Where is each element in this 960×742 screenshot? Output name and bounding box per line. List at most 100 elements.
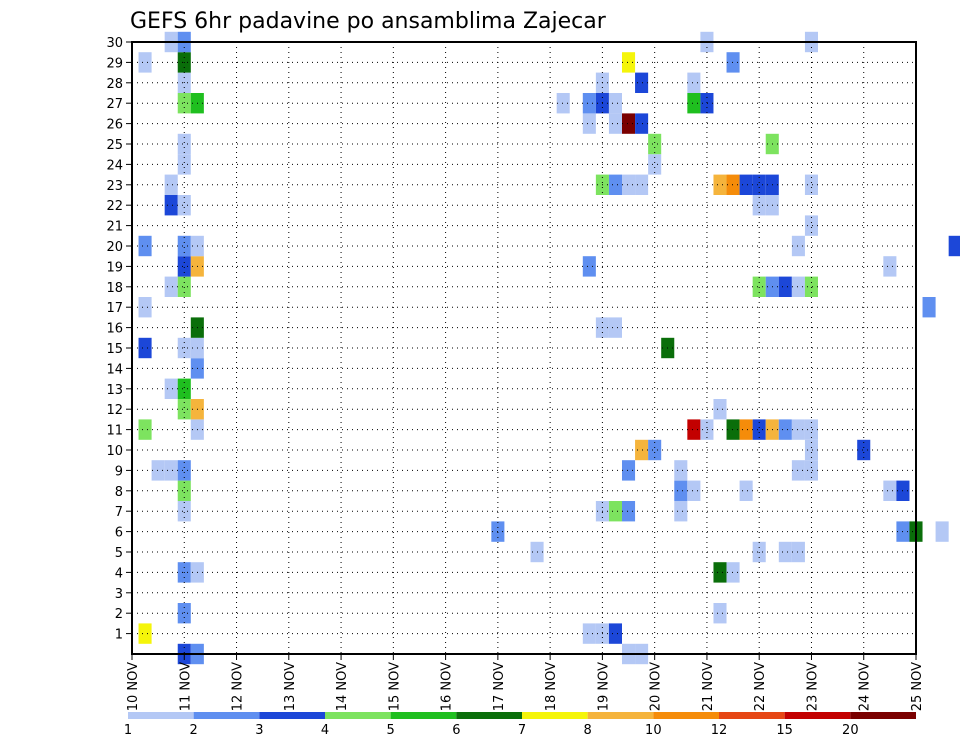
heatmap-cells (138, 31, 960, 665)
y-axis: 1234567891011121314151617181920212223242… (106, 36, 132, 643)
x-tick-label: 24 NOV (858, 662, 873, 711)
y-tick-label: 2 (115, 607, 123, 622)
x-tick-label: 25 NOV (910, 662, 925, 711)
heatmap-cell (177, 195, 191, 216)
heatmap-cell (635, 113, 649, 134)
x-tick-label: 13 NOV (283, 662, 298, 711)
y-tick-label: 18 (106, 281, 123, 296)
heatmap-cell (804, 215, 818, 236)
heatmap-cell (138, 235, 152, 257)
colorbar-label: 20 (842, 723, 859, 738)
heatmap-cell (177, 378, 191, 399)
y-tick-label: 20 (106, 240, 123, 255)
colorbar-swatch (193, 712, 260, 719)
y-tick-label: 17 (106, 301, 123, 316)
heatmap-cell (177, 235, 191, 257)
heatmap-cell (164, 460, 178, 481)
heatmap-cell (674, 501, 688, 522)
heatmap-cell (622, 52, 636, 73)
heatmap-cell (922, 297, 936, 318)
heatmap-cell (739, 174, 753, 195)
heatmap-cell (138, 419, 152, 440)
colorbar-swatch (719, 712, 785, 719)
heatmap-cell (687, 72, 701, 93)
heatmap-cell (648, 154, 662, 175)
heatmap-cell (164, 378, 178, 399)
x-tick-label: 12 NOV (231, 662, 246, 711)
colorbar-swatch (784, 712, 851, 719)
heatmap-cell (608, 93, 622, 114)
heatmap-cell (804, 174, 818, 195)
y-tick-label: 13 (106, 383, 123, 398)
colorbar-swatch (587, 712, 654, 719)
y-tick-label: 22 (106, 199, 123, 214)
heatmap-cell (948, 235, 960, 257)
heatmap-cell (778, 419, 792, 440)
heatmap-cell (739, 419, 753, 440)
colorbar-swatch (653, 712, 719, 719)
heatmap-cell (713, 174, 727, 195)
y-tick-label: 27 (106, 97, 123, 112)
x-axis: 10 NOV 11 NOV 12 NOV 13 NOV 14 NOV 15 NOV 16 N… (126, 654, 925, 711)
heatmap-cell (622, 113, 636, 134)
y-tick-label: 25 (106, 138, 123, 153)
y-tick-label: 11 (106, 424, 123, 439)
x-tick-label: 21 NOV (701, 662, 716, 711)
y-tick-label: 23 (106, 179, 123, 194)
y-tick-label: 12 (106, 403, 123, 418)
heatmap-cell (608, 501, 622, 522)
heatmap-cell (608, 113, 622, 134)
grid-lines (132, 42, 916, 654)
heatmap-cell (582, 93, 596, 114)
heatmap-cell (726, 562, 740, 583)
heatmap-cell (791, 541, 805, 563)
x-tick-label: 16 NOV (440, 662, 455, 711)
heatmap-cell (713, 399, 727, 420)
y-tick-label: 4 (115, 566, 123, 581)
y-tick-label: 9 (115, 464, 123, 479)
colorbar-swatch (259, 712, 325, 719)
heatmap-cell (935, 521, 949, 542)
heatmap-cell (177, 480, 191, 501)
heatmap-cell (687, 480, 701, 501)
heatmap-cell (804, 439, 818, 461)
colorbar-swatch (325, 712, 391, 719)
y-tick-label: 1 (115, 628, 123, 643)
heatmap-cell (687, 93, 701, 114)
x-tick-label: 14 NOV (335, 662, 350, 711)
colorbar-label: 5 (387, 723, 395, 738)
y-tick-label: 16 (106, 322, 123, 337)
y-tick-label: 15 (106, 342, 123, 357)
heatmap-cell (164, 174, 178, 195)
heatmap-cell (608, 623, 622, 644)
heatmap-cell (791, 276, 805, 297)
heatmap-cell (700, 93, 714, 114)
heatmap-cell (556, 93, 570, 114)
y-tick-label: 3 (115, 587, 123, 602)
heatmap-cell (582, 256, 596, 277)
heatmap-cell (791, 235, 805, 257)
heatmap-cell (177, 460, 191, 481)
heatmap-cell (726, 419, 740, 440)
y-tick-label: 8 (115, 485, 123, 500)
heatmap-cell (778, 541, 792, 563)
x-tick-label: 10 NOV (126, 662, 141, 711)
y-tick-label: 26 (106, 118, 123, 133)
y-tick-label: 5 (115, 546, 123, 561)
heatmap-cell (635, 439, 649, 461)
heatmap-cell (164, 276, 178, 297)
y-tick-label: 14 (106, 362, 123, 377)
heatmap-cell (804, 419, 818, 440)
colorbar-label: 6 (452, 723, 460, 738)
heatmap-cell (177, 154, 191, 175)
colorbar-label: 4 (321, 723, 329, 738)
x-tick-label: 15 NOV (387, 662, 402, 711)
heatmap-cell (177, 399, 191, 420)
y-tick-label: 10 (106, 444, 123, 459)
heatmap-cell (726, 174, 740, 195)
heatmap-cell (138, 52, 152, 73)
y-tick-label: 21 (106, 220, 123, 235)
heatmap-cell (177, 133, 191, 155)
heatmap-cell (674, 460, 688, 481)
heatmap-cell (713, 603, 727, 624)
